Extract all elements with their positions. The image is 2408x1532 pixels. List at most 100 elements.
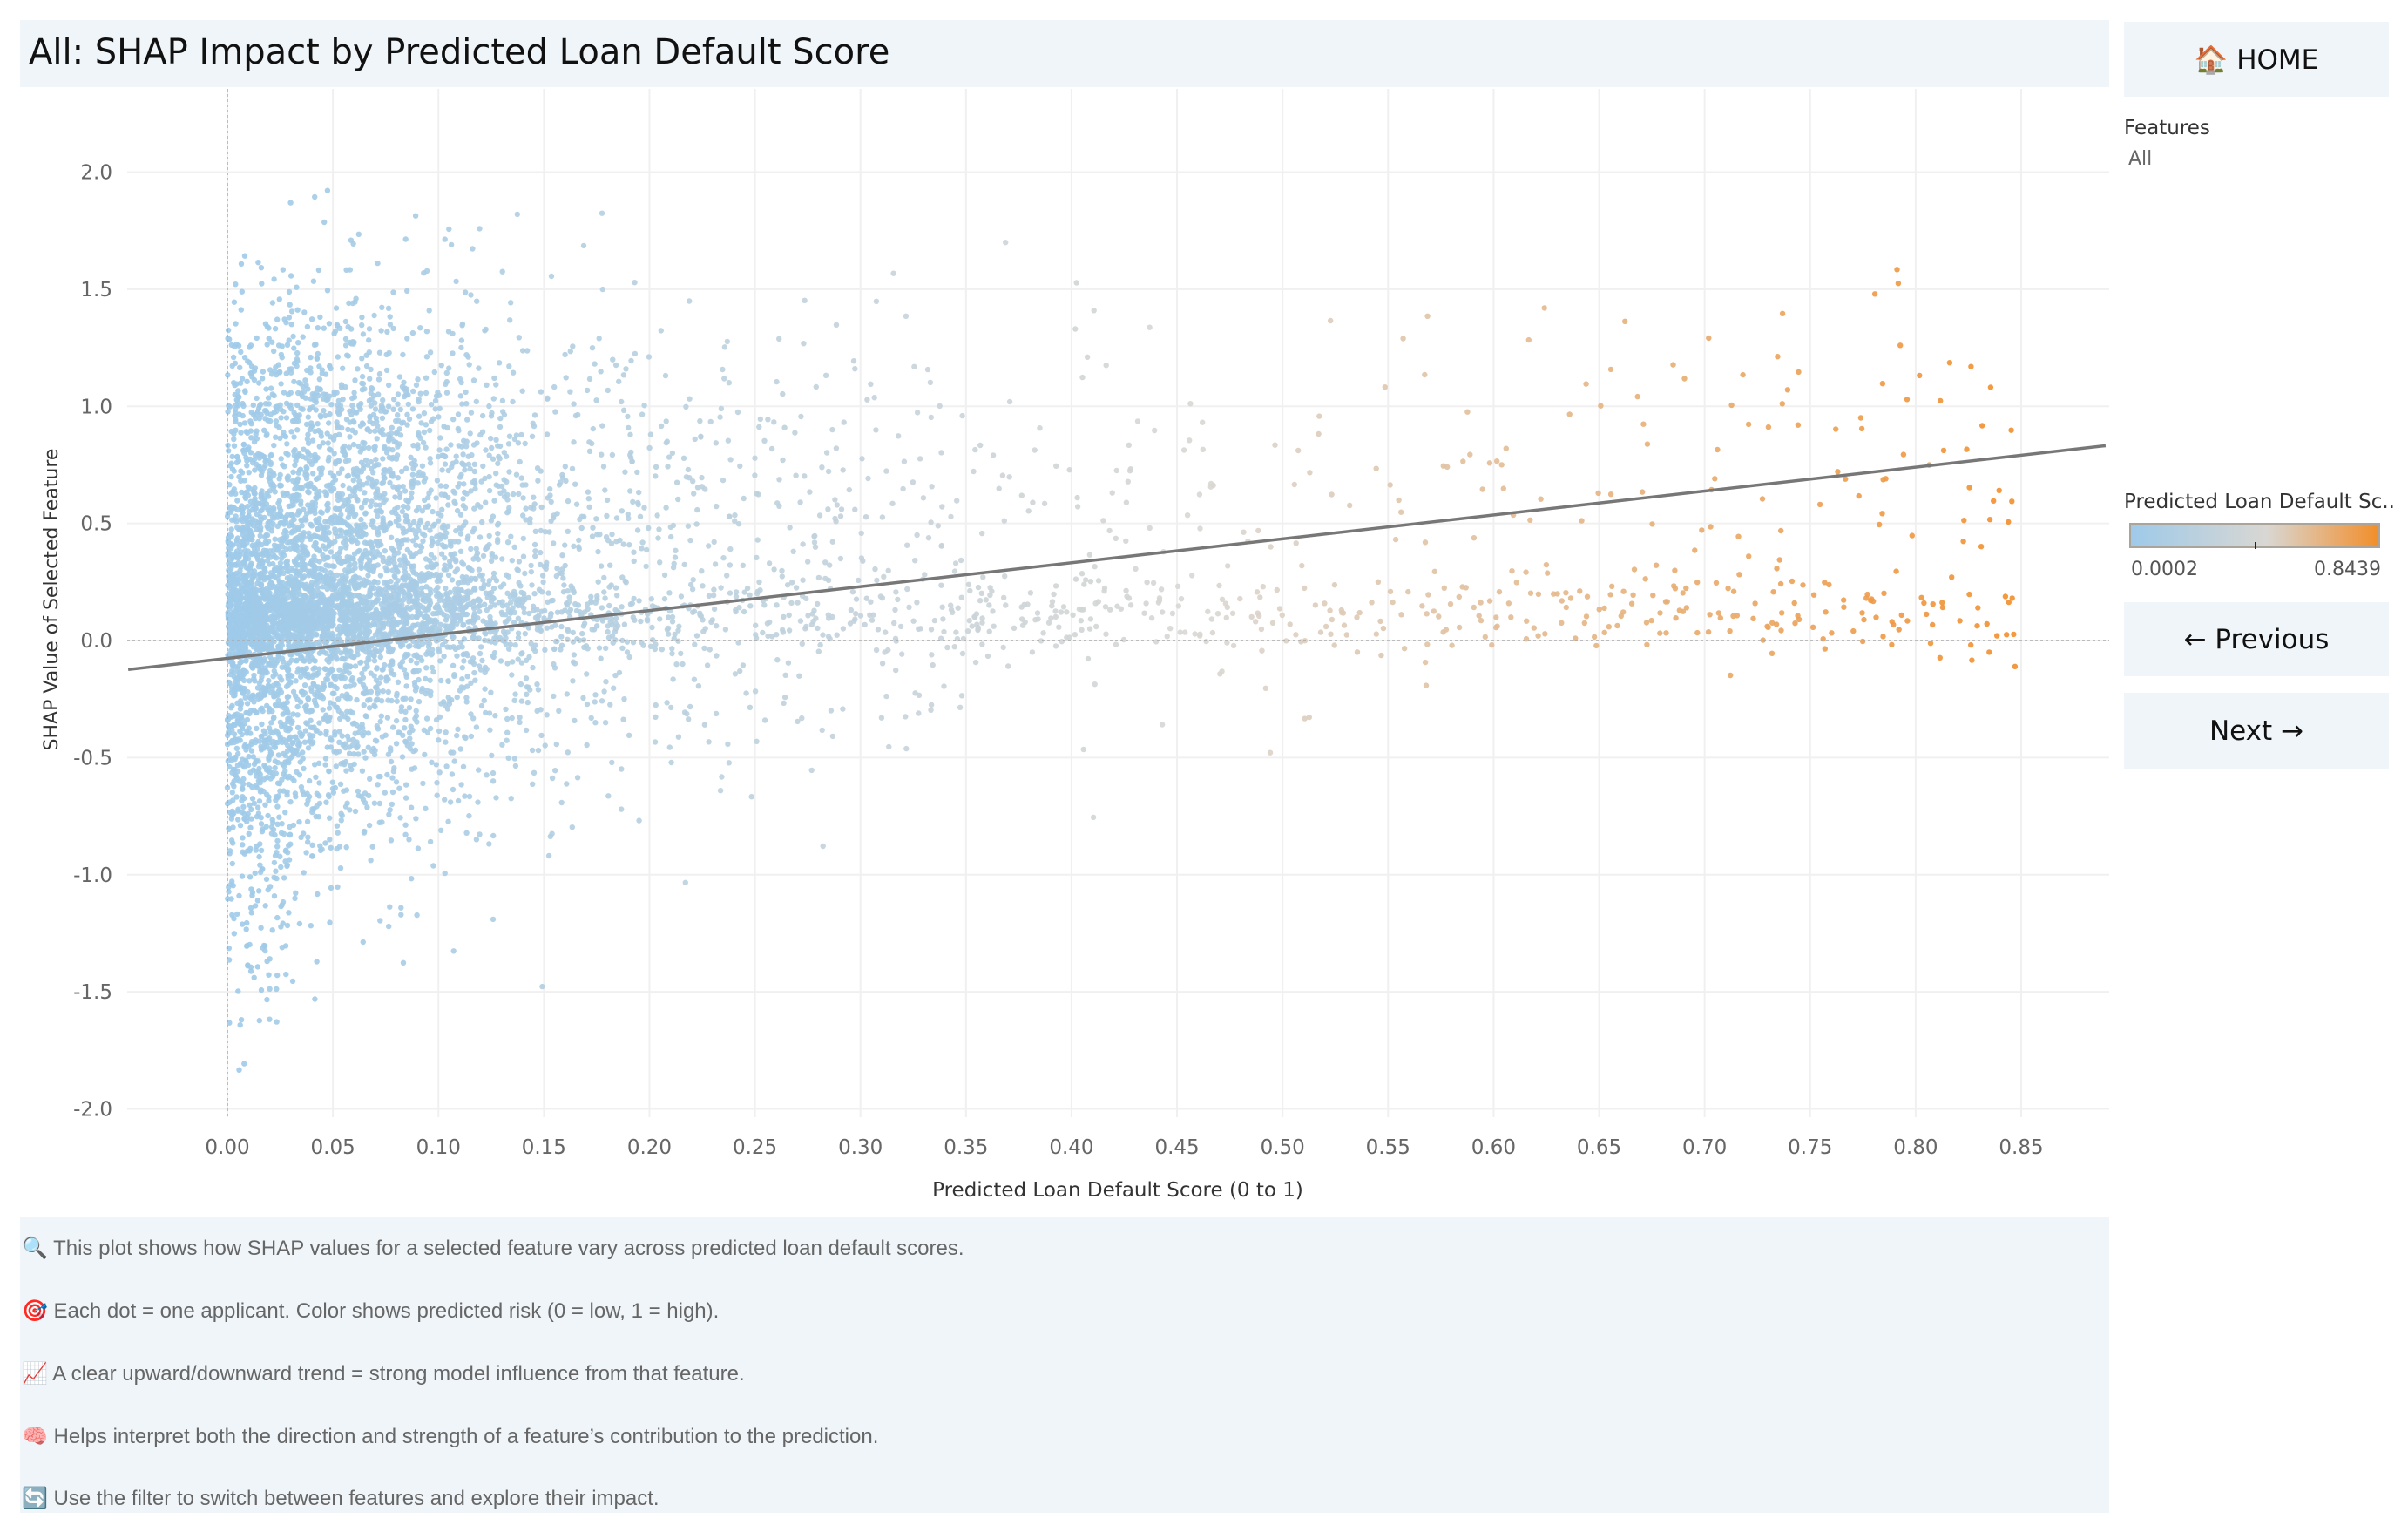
data-point (443, 566, 450, 573)
data-point (562, 562, 568, 569)
data-point (241, 1061, 247, 1067)
data-point (347, 419, 353, 425)
data-point (238, 659, 244, 665)
data-point (906, 604, 912, 610)
data-point (423, 715, 430, 722)
data-point (436, 591, 443, 598)
data-point (1169, 610, 1176, 617)
data-point (1000, 644, 1006, 651)
data-point (1708, 524, 1714, 530)
data-point (815, 574, 822, 581)
data-point (683, 403, 689, 410)
data-point (269, 927, 275, 933)
data-point (693, 521, 700, 527)
data-point (450, 786, 457, 793)
data-point (1156, 597, 1163, 604)
data-point (313, 342, 319, 348)
data-point (302, 377, 308, 383)
data-point (257, 862, 263, 868)
data-point (853, 596, 860, 602)
data-point (360, 439, 366, 446)
data-point (757, 416, 763, 423)
data-point (379, 819, 385, 825)
data-point (727, 457, 734, 463)
data-point (308, 923, 314, 929)
data-point (1144, 580, 1150, 586)
data-point (258, 821, 265, 827)
data-point (254, 725, 260, 732)
data-point (365, 475, 371, 481)
data-point (1968, 363, 1974, 369)
data-point (427, 349, 434, 356)
data-point (482, 669, 488, 675)
data-point (421, 727, 427, 733)
data-point (859, 456, 865, 462)
data-point (429, 759, 435, 765)
data-point (236, 1067, 242, 1074)
data-point (663, 418, 669, 424)
data-point (1331, 582, 1338, 588)
data-point (1209, 629, 1216, 636)
data-point (301, 682, 308, 688)
data-point (409, 876, 415, 882)
data-point (520, 495, 526, 501)
data-point (977, 442, 984, 449)
data-point (521, 609, 527, 616)
data-point (391, 765, 397, 771)
data-point (413, 708, 419, 714)
data-point (788, 580, 795, 586)
data-point (285, 673, 291, 679)
data-point (272, 758, 278, 764)
data-point (570, 629, 576, 636)
data-point (235, 388, 241, 394)
data-point (1583, 381, 1589, 387)
next-button[interactable]: Next → (2124, 693, 2389, 769)
data-point (233, 402, 240, 408)
data-point (1248, 613, 1255, 620)
data-point (530, 664, 536, 671)
data-point (990, 452, 997, 458)
data-point (562, 464, 568, 470)
data-point (687, 396, 693, 402)
data-point (423, 375, 430, 381)
data-point (924, 366, 931, 373)
data-point (2011, 631, 2017, 638)
previous-button[interactable]: ← Previous (2124, 602, 2389, 676)
data-point (1535, 633, 1541, 639)
data-point (937, 403, 943, 410)
data-point (881, 573, 887, 580)
home-button[interactable]: 🏠 HOME (2124, 22, 2389, 97)
data-point (391, 438, 397, 444)
data-point (522, 631, 528, 637)
data-point (355, 788, 362, 795)
data-point (265, 395, 272, 401)
data-point (281, 390, 287, 396)
data-point (669, 646, 675, 652)
data-point (1224, 640, 1230, 646)
data-point (291, 410, 297, 416)
data-point (274, 844, 281, 850)
data-point (912, 558, 918, 564)
data-point (420, 597, 426, 603)
data-point (598, 369, 604, 375)
data-point (585, 601, 591, 607)
data-point (262, 416, 268, 422)
data-point (466, 793, 473, 800)
features-filter-value[interactable]: All (2128, 148, 2153, 170)
data-point (240, 510, 246, 516)
data-point (489, 444, 495, 451)
data-point (612, 362, 619, 369)
data-point (247, 678, 253, 684)
data-point (543, 566, 549, 572)
data-point (615, 623, 621, 629)
data-point (1727, 628, 1733, 634)
data-point (1601, 629, 1607, 635)
data-point (508, 533, 514, 539)
data-point (523, 727, 530, 734)
data-point (602, 487, 608, 493)
data-point (368, 366, 374, 373)
data-point (531, 505, 537, 512)
data-point (426, 308, 432, 314)
data-point (299, 654, 305, 661)
data-point (815, 600, 821, 607)
